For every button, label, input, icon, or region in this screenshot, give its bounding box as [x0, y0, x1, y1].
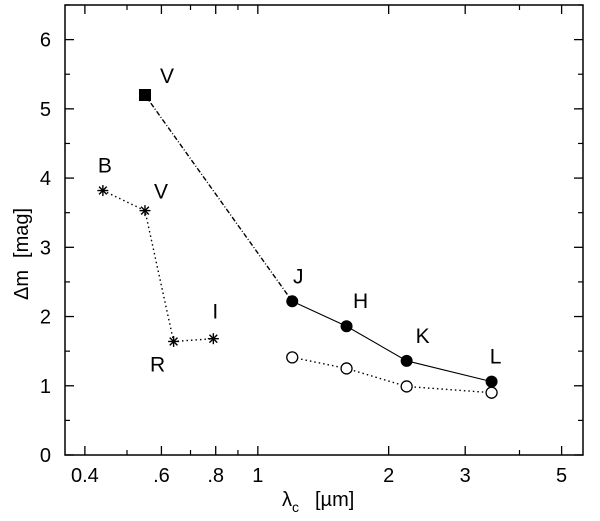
x-tick-label-2: .8 — [207, 465, 224, 487]
data-point-2-3 — [485, 386, 498, 399]
data-point-3-1 — [139, 205, 151, 217]
x-axis-label: λc [µm] — [282, 489, 354, 515]
data-point-2-0 — [286, 351, 299, 364]
y-tick-label-6: 6 — [40, 30, 51, 52]
y-axis-ticks: 0 1 2 3 4 5 6 — [40, 4, 583, 467]
point-label-l-1: L — [490, 346, 502, 369]
x-tick-label-0: 0.4 — [71, 465, 99, 487]
x-tick-label-4: 2 — [383, 465, 394, 487]
plot-frame — [64, 4, 584, 456]
point-label-v-3: V — [154, 181, 168, 204]
y-tick-label-0: 0 — [40, 445, 51, 467]
y-tick-label-5: 5 — [40, 99, 51, 121]
series-line-2 — [292, 356, 492, 394]
series-markers — [97, 89, 498, 399]
y-axis-unit: [mag] — [11, 208, 33, 258]
point-label-i-3: I — [212, 301, 218, 324]
data-point-3-3 — [207, 333, 219, 345]
data-point-1-2 — [400, 354, 413, 367]
x-tick-label-5: 3 — [460, 465, 471, 487]
y-tick-label-3: 3 — [40, 237, 51, 259]
x-axis-unit: [µm] — [315, 489, 354, 511]
data-point-3-0 — [97, 185, 109, 197]
data-point-2-1 — [340, 362, 353, 375]
point-labels: V J H K L B V R I — [98, 65, 502, 376]
y-axis-label: Δm [mag] — [11, 208, 33, 300]
point-label-k-1: K — [416, 325, 430, 348]
x-tick-label-6: 5 — [556, 465, 567, 487]
series-line-3 — [102, 189, 214, 343]
x-axis-symbol: λ — [282, 489, 292, 511]
x-tick-label-3: 1 — [252, 465, 263, 487]
data-point-1-3 — [485, 375, 498, 388]
series-line-1 — [292, 300, 492, 383]
point-label-h-1: H — [353, 290, 368, 313]
y-tick-label-2: 2 — [40, 307, 51, 329]
y-tick-label-1: 1 — [40, 376, 51, 398]
y-axis-symbol: Δm — [11, 270, 33, 300]
data-point-1-0 — [286, 295, 299, 308]
data-point-1-1 — [340, 320, 353, 333]
point-label-r-3: R — [150, 353, 165, 376]
y-tick-label-4: 4 — [40, 168, 51, 190]
x-axis-subscript: c — [292, 499, 299, 515]
series-lines — [102, 94, 492, 394]
x-axis-ticks: 0.4 .6 .8 1 2 3 5 — [71, 5, 567, 487]
point-label-b-3: B — [98, 155, 112, 178]
data-point-2-2 — [400, 380, 413, 393]
data-point-3-2 — [168, 335, 180, 347]
series-line-0 — [144, 94, 293, 302]
data-point-0-0 — [138, 89, 151, 101]
point-label-j-1: J — [293, 265, 304, 288]
point-label-v-0: V — [160, 65, 174, 88]
x-tick-label-1: .6 — [153, 465, 170, 487]
